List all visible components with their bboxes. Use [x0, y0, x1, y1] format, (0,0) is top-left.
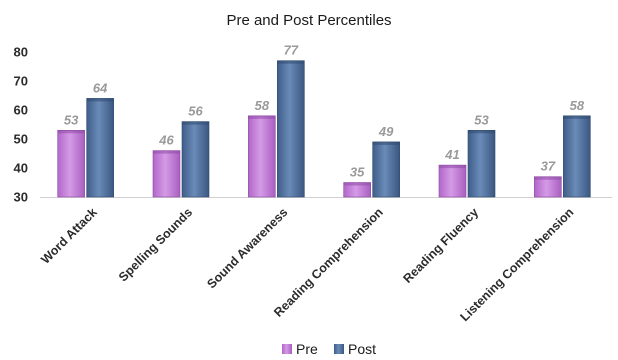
y-tick-label: 40 [14, 161, 28, 176]
bar-post-0 [86, 98, 114, 198]
legend-label-post: Post [348, 341, 376, 357]
data-label-pre-3: 35 [350, 165, 365, 180]
bar-post-3 [372, 141, 400, 198]
bar-cap-post-1 [182, 121, 209, 125]
bar-pre-2 [248, 115, 276, 198]
data-labels: 53 64 46 56 58 77 35 49 41 53 37 58 [64, 43, 585, 180]
bar-pre-4 [438, 164, 467, 198]
x-tick-label: Spelling Sounds [116, 205, 195, 284]
bar-cap-pre-4 [439, 165, 466, 169]
y-axis: 30 40 50 60 70 80 [14, 45, 612, 205]
legend-swatch-post [334, 344, 344, 354]
bar-post-4 [467, 130, 496, 198]
bar-pre-1 [152, 150, 181, 198]
bar-cap-pre-3 [343, 182, 371, 186]
data-label-post-4: 53 [474, 112, 489, 127]
y-tick-label: 60 [14, 103, 28, 118]
bar-post-2 [277, 60, 305, 198]
bar-cap-pre-1 [153, 150, 180, 154]
bar-cap-pre-5 [534, 176, 562, 180]
data-label-pre-0: 53 [64, 112, 79, 127]
data-label-post-2: 77 [284, 43, 299, 58]
bar-cap-post-4 [468, 130, 495, 134]
data-label-pre-5: 37 [541, 159, 556, 174]
bar-pre-0 [57, 130, 85, 198]
legend-label-pre: Pre [296, 341, 318, 357]
data-label-pre-1: 46 [158, 133, 174, 148]
data-label-pre-2: 58 [255, 98, 270, 113]
bar-cap-post-2 [277, 60, 305, 64]
data-label-post-5: 58 [570, 98, 585, 113]
y-tick-label: 70 [14, 74, 28, 89]
chart-title: Pre and Post Percentiles [226, 12, 391, 29]
x-axis: Word Attack Spelling Sounds Sound Awarenes… [38, 205, 576, 324]
bar-cap-pre-0 [57, 130, 85, 134]
y-tick-label: 80 [14, 45, 28, 60]
bar-cap-post-5 [563, 115, 591, 119]
data-label-post-3: 49 [378, 124, 394, 139]
data-label-pre-4: 41 [444, 147, 459, 162]
bars [57, 60, 591, 198]
legend-swatch-pre [282, 344, 292, 354]
y-tick-label: 30 [14, 190, 28, 205]
data-label-post-1: 56 [188, 104, 203, 119]
bar-cap-pre-2 [248, 115, 276, 119]
x-tick-label: Listening Comprehension [458, 205, 577, 324]
bar-cap-post-0 [86, 98, 114, 102]
x-tick-label: Reading Comprehension [271, 205, 386, 320]
x-tick-label: Reading Fluency [400, 205, 481, 286]
x-tick-label: Word Attack [38, 205, 99, 266]
x-tick-label: Sound Awareness [204, 205, 290, 291]
y-tick-label: 50 [14, 132, 28, 147]
bar-cap-post-3 [372, 141, 400, 145]
data-label-post-0: 64 [93, 80, 108, 95]
bar-post-1 [181, 121, 210, 198]
legend: Pre Post [282, 341, 376, 357]
bar-post-5 [563, 115, 591, 198]
bar-pre-5 [534, 176, 562, 198]
